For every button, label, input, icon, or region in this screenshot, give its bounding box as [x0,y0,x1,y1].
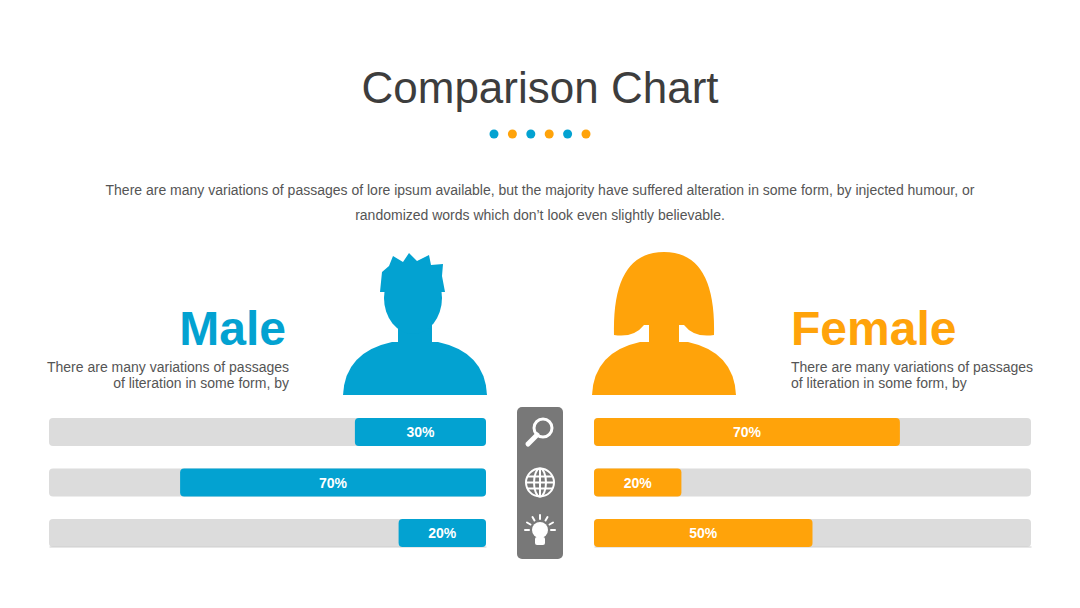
chart: Comparison Chart There are many variation… [0,0,1080,608]
bulb-ray [551,529,555,531]
bulb-ray [525,529,529,531]
series-description: There are many variations of passagesof … [47,359,289,391]
male-icon [343,253,487,395]
shoulders [592,342,736,395]
bar-track [594,519,1031,547]
bar [594,469,681,497]
data-labels: 30% 70% 20% [319,424,457,541]
data-label: 70% [733,424,762,440]
data-label: 30% [406,424,435,440]
globe-outline [526,469,554,497]
title-dots [490,130,591,139]
bulb-ray [533,517,535,520]
series-panel: Female There are many variations of passa… [592,252,1033,547]
series-name: Female [791,302,956,355]
data-label: 20% [428,525,457,541]
bar [399,519,486,547]
globe-parallel [527,476,552,478]
search-icon [528,419,552,444]
hair [380,253,445,292]
bar [594,519,813,547]
bar-track [594,469,1031,497]
bars [180,418,486,547]
bar [355,418,486,446]
bar-track [49,519,486,547]
globe-parallel [526,482,554,484]
bar-track [49,469,486,497]
dot [545,130,554,139]
series-panel: Male There are many variations of passage… [47,253,487,547]
bulb-ray [539,515,541,519]
dot [582,130,591,139]
data-label: 50% [689,525,718,541]
bar [594,418,900,446]
dot [563,130,572,139]
dot [526,130,535,139]
series-description: There are many variations of passagesof … [791,359,1033,391]
bulb [532,522,548,538]
bars [594,418,900,547]
series-name: Male [179,302,286,355]
globe-parallel [527,488,552,490]
bar-tracks [594,418,1031,547]
subtitle: There are many variations of passages of… [106,182,975,223]
bulb-icon [525,515,555,545]
bulb-ray [546,517,548,520]
data-labels: 70% 20% 50% [624,424,762,541]
bar-track [594,418,1031,446]
data-label: 20% [624,475,653,491]
bar [180,469,486,497]
globe-icon [526,469,554,497]
bar-track [49,418,486,446]
bulb-ray [527,523,530,525]
female-icon [592,252,736,395]
dot [490,130,499,139]
bar-tracks [49,418,486,547]
bulb-base [535,537,545,545]
bulb-ray [550,523,553,525]
icon-panel-bg [517,407,563,559]
data-label: 70% [319,475,348,491]
handle [528,435,537,444]
title: Comparison Chart [361,63,718,112]
dot [508,130,517,139]
icon-panel [517,407,563,559]
